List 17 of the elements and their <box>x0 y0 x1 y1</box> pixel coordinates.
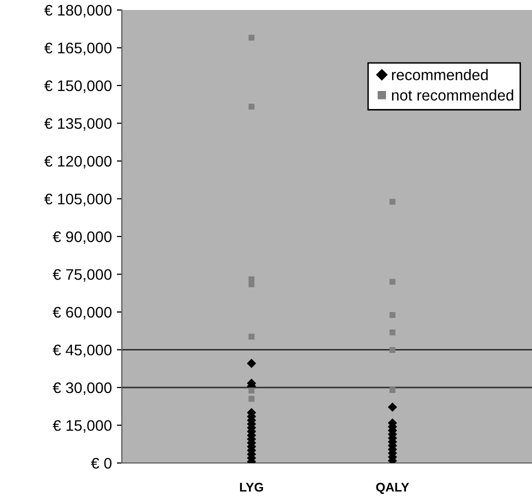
y-tick-label: € 60,000 <box>52 306 112 320</box>
y-tick-label: € 75,000 <box>52 269 112 282</box>
y-tick-label: € 30,000 <box>52 382 112 395</box>
y-tick-label: € 15,000 <box>52 420 112 433</box>
y-tick-label: € 135,000 <box>44 118 112 131</box>
y-tick-label: € 90,000 <box>52 231 112 244</box>
x-tick-label: QALY <box>376 482 410 494</box>
y-tick-label: € 150,000 <box>44 80 112 93</box>
legend-label: recommended <box>392 69 488 80</box>
y-tick-label: € 45,000 <box>52 344 112 358</box>
y-tick-label: € 105,000 <box>44 194 112 206</box>
legend-label: not recommended <box>392 89 514 101</box>
x-tick-label: LYG <box>240 482 264 492</box>
y-tick-label: € 165,000 <box>44 42 112 56</box>
y-tick-label: € 0 <box>90 458 112 469</box>
y-tick-label: € 120,000 <box>44 156 112 168</box>
y-tick-label: € 180,000 <box>44 4 112 18</box>
